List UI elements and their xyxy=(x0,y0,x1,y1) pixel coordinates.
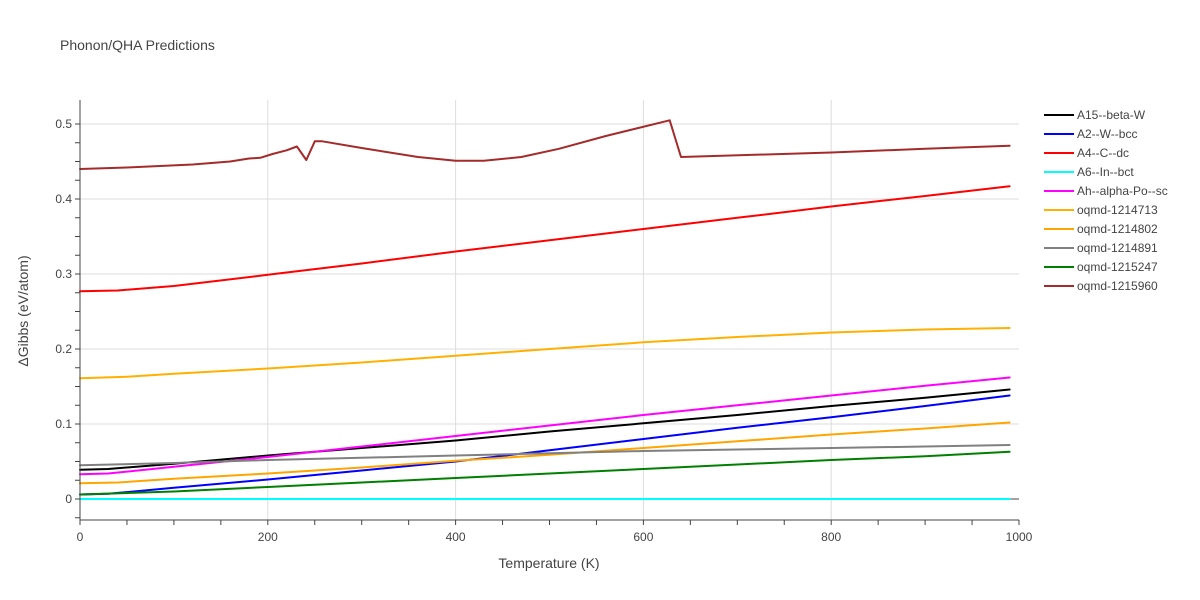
chart-title: Phonon/QHA Predictions xyxy=(60,37,215,53)
y-tick-label: 0.1 xyxy=(55,417,72,431)
y-tick-label: 0 xyxy=(65,492,72,506)
legend-label: oqmd-1214802 xyxy=(1077,222,1158,236)
legend-label: Ah--alpha-Po--sc xyxy=(1077,184,1168,198)
legend-item[interactable]: Ah--alpha-Po--sc xyxy=(1044,184,1168,198)
series-line-Ah--alpha-Po--sc xyxy=(79,376,1011,476)
x-tick-label: 600 xyxy=(633,530,653,544)
series-line-oqmd-1214891 xyxy=(79,444,1011,467)
x-tick-label: 200 xyxy=(258,530,278,544)
legend-item[interactable]: A4--C--dc xyxy=(1044,146,1129,160)
legend-item[interactable]: A15--beta-W xyxy=(1044,108,1146,122)
legend-item[interactable]: A2--W--bcc xyxy=(1044,127,1137,141)
legend-label: oqmd-1215247 xyxy=(1077,260,1158,274)
series-line-oqmd-1215247 xyxy=(79,450,1011,496)
legend-item[interactable]: oqmd-1214713 xyxy=(1044,203,1158,217)
series-line-A2--W--bcc xyxy=(79,394,1011,496)
legend-label: A15--beta-W xyxy=(1077,108,1146,122)
legend-item[interactable]: oqmd-1214891 xyxy=(1044,241,1158,255)
x-tick-label: 800 xyxy=(821,530,841,544)
series-lines xyxy=(79,119,1011,500)
y-tick-label: 0.5 xyxy=(55,117,72,131)
series-line-oqmd-1214802 xyxy=(79,421,1011,485)
x-tick-label: 400 xyxy=(446,530,466,544)
series-line-A4--C--dc xyxy=(79,185,1011,293)
legend-label: A2--W--bcc xyxy=(1077,127,1137,141)
legend-label: oqmd-1215960 xyxy=(1077,279,1158,293)
y-tick-label: 0.3 xyxy=(55,267,72,281)
x-tick-label: 1000 xyxy=(1006,530,1033,544)
series-line-oqmd-1214713 xyxy=(79,327,1011,380)
series-line-A15--beta-W xyxy=(79,388,1011,471)
series-line-oqmd-1215960 xyxy=(79,119,1011,170)
legend-label: oqmd-1214713 xyxy=(1077,203,1158,217)
x-axis-title: Temperature (K) xyxy=(498,555,599,571)
y-tick-label: 0.4 xyxy=(55,192,72,206)
y-axis-title: ΔGibbs (eV/atom) xyxy=(15,255,31,366)
y-tick-label: 0.2 xyxy=(55,342,72,356)
legend[interactable]: A15--beta-W A2--W--bcc A4--C--dc A6--In--bc… xyxy=(1044,108,1168,293)
x-tick-label: 0 xyxy=(77,530,84,544)
legend-label: A6--In--bct xyxy=(1077,165,1134,179)
legend-item[interactable]: A6--In--bct xyxy=(1044,165,1134,179)
legend-item[interactable]: oqmd-1215247 xyxy=(1044,260,1158,274)
legend-label: oqmd-1214891 xyxy=(1077,241,1158,255)
legend-item[interactable]: oqmd-1214802 xyxy=(1044,222,1158,236)
axes: 0 200 400 600 800 1000 0 0.1 0.2 0.3 0.4 0.5 xyxy=(55,100,1033,544)
legend-label: A4--C--dc xyxy=(1077,146,1129,160)
legend-item[interactable]: oqmd-1215960 xyxy=(1044,279,1158,293)
